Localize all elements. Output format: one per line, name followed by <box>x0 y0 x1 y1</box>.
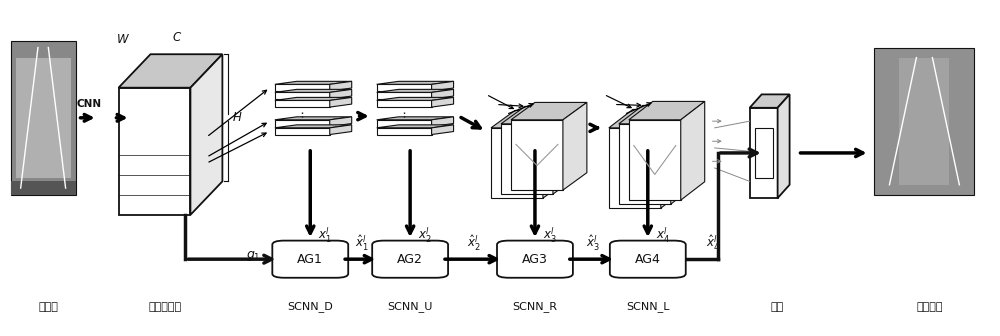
Polygon shape <box>377 81 454 84</box>
Polygon shape <box>330 81 352 91</box>
FancyBboxPatch shape <box>610 241 686 278</box>
Text: CNN: CNN <box>76 99 101 110</box>
Polygon shape <box>619 124 671 204</box>
FancyBboxPatch shape <box>272 241 348 278</box>
Text: 输出: 输出 <box>771 302 784 312</box>
Polygon shape <box>275 128 330 134</box>
Polygon shape <box>432 117 454 127</box>
Polygon shape <box>629 120 681 200</box>
Polygon shape <box>377 117 454 120</box>
Text: $\hat{x}_4^l$: $\hat{x}_4^l$ <box>706 234 720 253</box>
Text: SCNN_L: SCNN_L <box>626 301 670 312</box>
Text: H: H <box>232 111 241 124</box>
Text: AG3: AG3 <box>522 253 548 266</box>
Bar <box>874 47 974 195</box>
Text: $g_1$: $g_1$ <box>246 249 261 263</box>
Polygon shape <box>619 106 695 124</box>
Text: AG2: AG2 <box>397 253 423 266</box>
Polygon shape <box>432 97 454 107</box>
Polygon shape <box>750 94 790 108</box>
Polygon shape <box>432 89 454 99</box>
Polygon shape <box>330 97 352 107</box>
Text: $\hat{x}_2^l$: $\hat{x}_2^l$ <box>467 234 481 253</box>
Polygon shape <box>609 110 685 128</box>
Text: $\hat{x}_1^l$: $\hat{x}_1^l$ <box>355 234 369 253</box>
Polygon shape <box>501 107 577 124</box>
Polygon shape <box>377 97 454 100</box>
Polygon shape <box>671 106 695 204</box>
Bar <box>11 41 76 195</box>
Polygon shape <box>275 92 330 99</box>
Polygon shape <box>511 102 587 120</box>
Polygon shape <box>119 88 190 215</box>
Text: 最终输出: 最终输出 <box>916 302 943 312</box>
Bar <box>11 181 76 195</box>
Text: AG4: AG4 <box>635 253 661 266</box>
Bar <box>16 57 71 178</box>
Polygon shape <box>377 92 432 99</box>
Polygon shape <box>543 111 567 198</box>
Polygon shape <box>681 101 705 200</box>
Polygon shape <box>275 89 352 92</box>
Polygon shape <box>432 125 454 134</box>
Polygon shape <box>778 94 790 198</box>
Polygon shape <box>377 84 432 91</box>
Text: $\hat{x}_3^l$: $\hat{x}_3^l$ <box>586 234 600 253</box>
FancyBboxPatch shape <box>372 241 448 278</box>
Polygon shape <box>275 117 352 120</box>
Polygon shape <box>275 81 352 84</box>
Text: 顶部隐藏层: 顶部隐藏层 <box>149 302 182 312</box>
Polygon shape <box>330 125 352 134</box>
Text: $x_1^l$: $x_1^l$ <box>318 225 332 245</box>
Polygon shape <box>275 84 330 91</box>
Text: SCNN_U: SCNN_U <box>387 301 433 312</box>
Polygon shape <box>750 108 778 198</box>
Text: 输入层: 输入层 <box>39 302 59 312</box>
Polygon shape <box>511 120 563 190</box>
Polygon shape <box>330 117 352 127</box>
Polygon shape <box>275 97 352 100</box>
Polygon shape <box>377 100 432 107</box>
Text: $x_3^l$: $x_3^l$ <box>543 225 557 245</box>
Text: $x_4^l$: $x_4^l$ <box>656 225 670 245</box>
Bar <box>899 57 949 185</box>
Polygon shape <box>119 54 222 88</box>
Polygon shape <box>553 107 577 194</box>
Polygon shape <box>609 128 661 208</box>
Polygon shape <box>275 125 352 128</box>
Polygon shape <box>377 128 432 134</box>
Polygon shape <box>275 120 330 127</box>
Polygon shape <box>190 54 222 215</box>
Polygon shape <box>491 111 567 128</box>
Polygon shape <box>661 110 685 208</box>
Polygon shape <box>377 125 454 128</box>
Polygon shape <box>629 101 705 120</box>
Polygon shape <box>377 89 454 92</box>
Polygon shape <box>501 124 553 194</box>
Text: $x_2^l$: $x_2^l$ <box>418 225 432 245</box>
Text: C: C <box>172 31 181 44</box>
Text: SCNN_R: SCNN_R <box>512 301 557 312</box>
Bar <box>755 128 773 178</box>
Text: AG1: AG1 <box>297 253 323 266</box>
Text: SCNN_D: SCNN_D <box>287 301 333 312</box>
FancyBboxPatch shape <box>497 241 573 278</box>
Polygon shape <box>275 100 330 107</box>
Polygon shape <box>432 81 454 91</box>
Polygon shape <box>330 89 352 99</box>
Polygon shape <box>563 102 587 190</box>
Polygon shape <box>491 128 543 198</box>
Polygon shape <box>377 120 432 127</box>
Text: W: W <box>117 33 128 46</box>
